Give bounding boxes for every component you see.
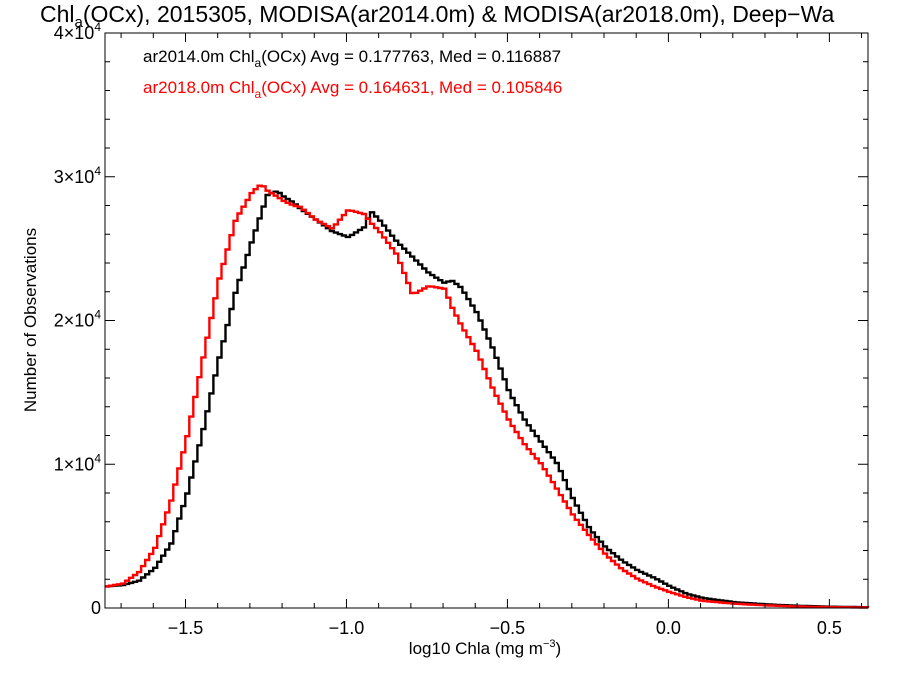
series-group	[105, 184, 870, 609]
y-tick-label: 4×104	[54, 20, 102, 43]
y-axis-ticks: 0 1×104 2×104 3×104 4×104	[54, 20, 868, 618]
x-tick-label: −1.0	[329, 618, 365, 638]
y-tick-label: 0	[91, 598, 101, 618]
series-line-ar2018	[105, 184, 870, 609]
x-tick-label: 0.5	[817, 618, 842, 638]
chart-title: Chla(OCx), 2015305, MODISA(ar2014.0m) & …	[40, 1, 834, 31]
x-axis-ticks: −1.5 −1.0 −0.5 0.0 0.5	[120, 33, 863, 638]
y-tick-label: 3×104	[54, 164, 102, 187]
x-tick-label: 0.0	[656, 618, 681, 638]
legend-entry-ar2018: ar2018.0m Chla(OCx) Avg = 0.164631, Med …	[143, 78, 562, 101]
x-tick-label: −0.5	[490, 618, 526, 638]
series-line-ar2014	[105, 190, 870, 609]
y-tick-label: 2×104	[54, 308, 102, 331]
y-tick-label: 1×104	[54, 451, 102, 474]
x-axis-label: log10 Chla (mg m−3)	[409, 638, 561, 658]
legend-entry-ar2014: ar2014.0m Chla(OCx) Avg = 0.177763, Med …	[143, 47, 561, 70]
x-tick-label: −1.5	[168, 618, 204, 638]
y-axis-label: Number of Observations	[21, 228, 40, 412]
